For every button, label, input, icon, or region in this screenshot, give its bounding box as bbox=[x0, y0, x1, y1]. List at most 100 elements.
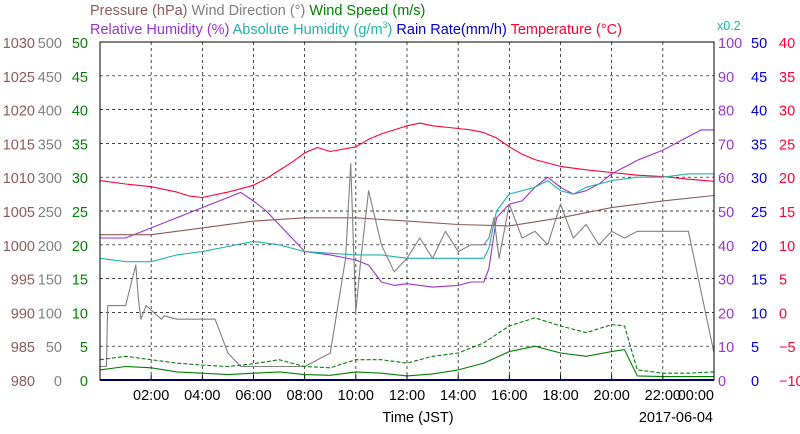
chart-grid bbox=[100, 42, 714, 380]
tick-label-wind-speed: 45 bbox=[72, 70, 88, 86]
series-wind-direction bbox=[100, 163, 715, 368]
legend-row-2-item: Temperature (°C) bbox=[507, 22, 622, 38]
legend-row-2: Relative Humidity (%) Absolute Humidity … bbox=[90, 20, 622, 38]
tick-label-pressure: 1020 bbox=[3, 104, 35, 120]
tick-label-wind-direction: 300 bbox=[38, 171, 62, 187]
x-tick-label: 16:00 bbox=[491, 388, 527, 404]
legend-row-1-item: Pressure (hPa) bbox=[90, 3, 188, 19]
tick-label-pressure: 1010 bbox=[3, 171, 35, 187]
tick-label-relative-humidity: 60 bbox=[718, 171, 734, 187]
tick-label-wind-direction: 150 bbox=[38, 273, 62, 289]
tick-label-relative-humidity: 30 bbox=[718, 273, 734, 289]
tick-label-rain-rate: 0 bbox=[751, 374, 759, 390]
tick-label-relative-humidity: 50 bbox=[718, 205, 734, 221]
tick-label-wind-speed: 35 bbox=[72, 137, 88, 153]
tick-label-pressure: 980 bbox=[11, 374, 35, 390]
legend-row-2-sup: 3 bbox=[383, 20, 388, 30]
tick-label-rain-rate: 20 bbox=[751, 239, 767, 255]
legend-row-2-tail: ) bbox=[388, 22, 393, 38]
tick-label-pressure: 1005 bbox=[3, 205, 35, 221]
chart-legend: Pressure (hPa) Wind Direction (°) Wind S… bbox=[90, 3, 741, 38]
tick-label-pressure: 995 bbox=[11, 273, 35, 289]
legend-row-2-item: Absolute Humidity (g/m bbox=[229, 22, 382, 38]
series-pressure bbox=[100, 194, 715, 236]
series-relative-humidity bbox=[100, 129, 714, 288]
legend-row-1: Pressure (hPa) Wind Direction (°) Wind S… bbox=[90, 3, 425, 19]
tick-label-rain-rate: 10 bbox=[751, 306, 767, 322]
tick-label-temperature: 10 bbox=[779, 239, 795, 255]
tick-label-wind-speed: 15 bbox=[72, 273, 88, 289]
x-tick-label: 20:00 bbox=[594, 388, 630, 404]
tick-label-wind-direction: 400 bbox=[38, 104, 62, 120]
x-tick-label: 08:00 bbox=[287, 388, 323, 404]
series-absolute-humidity bbox=[99, 173, 714, 263]
x-tick-label: 14:00 bbox=[440, 388, 476, 404]
tick-label-pressure: 1025 bbox=[3, 70, 35, 86]
series-temperature bbox=[99, 122, 715, 199]
tick-label-wind-direction: 0 bbox=[54, 374, 62, 390]
x-tick-label: 06:00 bbox=[235, 388, 271, 404]
x-axis-label: Time (JST) bbox=[382, 410, 453, 426]
tick-label-rain-rate: 45 bbox=[751, 70, 767, 86]
x-tick-label: 10:00 bbox=[338, 388, 374, 404]
tick-label-temperature: 0 bbox=[779, 306, 787, 322]
tick-label-relative-humidity: 20 bbox=[718, 306, 734, 322]
tick-label-relative-humidity: 10 bbox=[718, 340, 734, 356]
chart-axes: 1030102510201015101010051000995990985980… bbox=[3, 36, 800, 404]
tick-label-pressure: 1015 bbox=[3, 137, 35, 153]
tick-label-pressure: 1000 bbox=[3, 239, 35, 255]
tick-label-wind-speed: 5 bbox=[80, 340, 88, 356]
x-tick-label: 12:00 bbox=[389, 388, 425, 404]
plot-area bbox=[99, 122, 715, 381]
scale-note: x0.2 bbox=[717, 19, 741, 33]
tick-label-wind-speed: 25 bbox=[72, 205, 88, 221]
tick-label-temperature: 40 bbox=[779, 36, 795, 52]
tick-label-wind-direction: 250 bbox=[38, 205, 62, 221]
tick-label-relative-humidity: 70 bbox=[718, 137, 734, 153]
tick-label-temperature: 30 bbox=[779, 104, 795, 120]
tick-label-rain-rate: 40 bbox=[751, 104, 767, 120]
tick-label-rain-rate: 35 bbox=[751, 137, 767, 153]
tick-label-wind-direction: 100 bbox=[38, 306, 62, 322]
legend-row-2-item: Relative Humidity (%) bbox=[90, 22, 229, 38]
tick-label-relative-humidity: 80 bbox=[718, 104, 734, 120]
series-wind-speed bbox=[99, 345, 714, 378]
tick-label-relative-humidity: 0 bbox=[718, 374, 726, 390]
x-tick-label: 22:00 bbox=[645, 388, 681, 404]
tick-label-pressure: 985 bbox=[11, 340, 35, 356]
tick-label-pressure: 1030 bbox=[3, 36, 35, 52]
tick-label-rain-rate: 25 bbox=[751, 205, 767, 221]
tick-label-wind-speed: 40 bbox=[72, 104, 88, 120]
x-tick-label: 02:00 bbox=[133, 388, 169, 404]
legend-row-1-item: Wind Direction (°) bbox=[188, 3, 306, 19]
tick-label-wind-speed: 10 bbox=[72, 306, 88, 322]
tick-label-wind-direction: 350 bbox=[38, 137, 62, 153]
tick-label-pressure: 990 bbox=[11, 306, 35, 322]
x-tick-label: 04:00 bbox=[184, 388, 220, 404]
tick-label-wind-speed: 50 bbox=[72, 36, 88, 52]
tick-label-temperature: 25 bbox=[779, 137, 795, 153]
tick-label-rain-rate: 30 bbox=[751, 171, 767, 187]
tick-label-wind-speed: 30 bbox=[72, 171, 88, 187]
tick-label-wind-speed: 0 bbox=[80, 374, 88, 390]
tick-label-temperature: 35 bbox=[779, 70, 795, 86]
tick-label-wind-direction: 450 bbox=[38, 70, 62, 86]
tick-label-temperature: 20 bbox=[779, 171, 795, 187]
chart-date: 2017-06-04 bbox=[639, 410, 713, 426]
tick-label-relative-humidity: 40 bbox=[718, 239, 734, 255]
tick-label-wind-direction: 500 bbox=[38, 36, 62, 52]
tick-label-temperature: −5 bbox=[779, 340, 796, 356]
legend-row-2-item: Rain Rate(mm/h) bbox=[392, 22, 506, 38]
tick-label-wind-direction: 50 bbox=[46, 340, 62, 356]
tick-label-rain-rate: 15 bbox=[751, 273, 767, 289]
tick-label-rain-rate: 50 bbox=[751, 36, 767, 52]
x-tick-label: 18:00 bbox=[542, 388, 578, 404]
tick-label-wind-speed: 20 bbox=[72, 239, 88, 255]
tick-label-rain-rate: 5 bbox=[751, 340, 759, 356]
legend-row-1-item: Wind Speed (m/s) bbox=[305, 3, 425, 19]
tick-label-relative-humidity: 100 bbox=[718, 36, 742, 52]
tick-label-temperature: 15 bbox=[779, 205, 795, 221]
tick-label-relative-humidity: 90 bbox=[718, 70, 734, 86]
tick-label-temperature: 5 bbox=[779, 273, 787, 289]
